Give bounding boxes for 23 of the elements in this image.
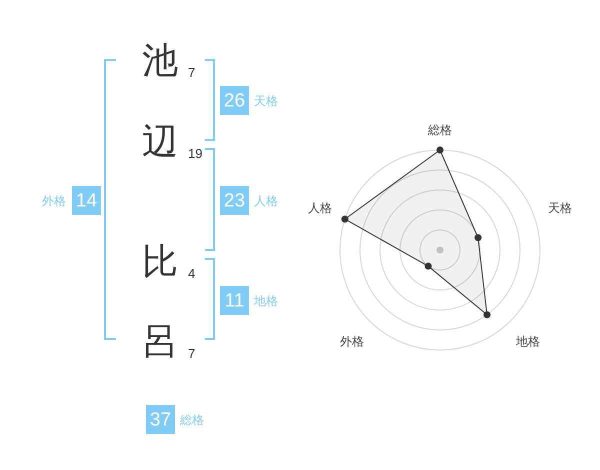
- grade-label: 天格: [254, 94, 278, 108]
- radar-axis-label: 地格: [516, 334, 540, 349]
- name-char: 辺: [142, 120, 178, 162]
- radar-axis-label: 人格: [308, 201, 332, 216]
- grade-badge: 26: [220, 86, 249, 115]
- stroke-count: 4: [188, 266, 196, 281]
- name-char: 比: [142, 240, 178, 282]
- grade-label: 総格: [180, 413, 204, 427]
- grade-badge: 11: [220, 286, 249, 315]
- radar-axis-label: 総格: [428, 123, 452, 137]
- grade-badge: 23: [220, 186, 249, 215]
- radar-axis-label: 外格: [340, 334, 364, 349]
- name-char: 池: [142, 40, 178, 80]
- grade-label: 外格: [42, 194, 66, 208]
- radar-axis-label: 天格: [548, 201, 572, 216]
- grade-label: 人格: [254, 194, 278, 208]
- grade-badge: 37: [146, 405, 175, 434]
- name-char: 呂: [142, 320, 178, 362]
- grade-label: 地格: [254, 294, 278, 308]
- stroke-count: 7: [188, 346, 196, 361]
- stroke-count: 19: [188, 146, 202, 161]
- grade-badge: 14: [72, 186, 101, 215]
- stroke-count: 7: [188, 65, 196, 80]
